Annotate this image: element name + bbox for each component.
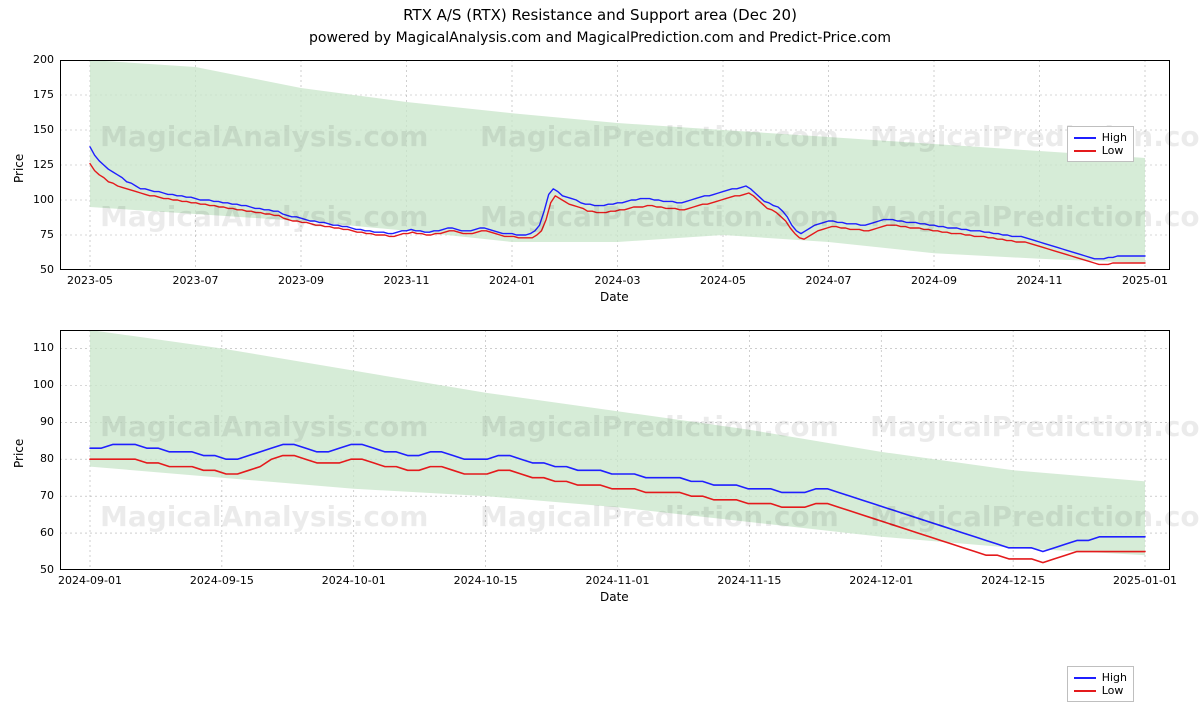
x-tick-label: 2024-10-15 [446,574,526,587]
x-tick-label: 2024-11-15 [709,574,789,587]
legend-entry-high: High [1074,671,1127,684]
y-tick-label: 200 [14,53,54,66]
top-chart-plot-area [60,60,1170,270]
y-tick-label: 50 [14,563,54,576]
y-tick-label: 150 [14,123,54,136]
legend-label: High [1102,131,1127,144]
legend-label: High [1102,671,1127,684]
bottom-chart-plot-area [60,330,1170,570]
y-tick-label: 175 [14,88,54,101]
legend-swatch [1074,690,1096,692]
x-axis-label: Date [600,590,629,604]
x-tick-label: 2024-09-15 [182,574,262,587]
x-tick-label: 2024-11-01 [578,574,658,587]
y-tick-label: 80 [14,452,54,465]
x-tick-label: 2024-10-01 [314,574,394,587]
y-tick-label: 100 [14,193,54,206]
x-tick-label: 2024-09-01 [50,574,130,587]
legend-entry-high: High [1074,131,1127,144]
y-tick-label: 110 [14,341,54,354]
legend-entry-low: Low [1074,684,1127,697]
x-tick-label: 2023-05 [50,274,130,287]
legend-swatch [1074,677,1096,679]
bottom-chart-panel: MagicalAnalysis.com MagicalPrediction.co… [60,330,1170,570]
y-tick-label: 70 [14,489,54,502]
x-tick-label: 2024-01 [472,274,552,287]
x-tick-label: 2025-01-01 [1105,574,1185,587]
legend-entry-low: Low [1074,144,1127,157]
legend: High Low [1067,666,1134,702]
chart-title: RTX A/S (RTX) Resistance and Support are… [0,6,1200,24]
x-tick-label: 2024-11 [1000,274,1080,287]
y-tick-label: 50 [14,263,54,276]
x-tick-label: 2023-11 [367,274,447,287]
x-tick-label: 2024-05 [683,274,763,287]
x-tick-label: 2024-03 [578,274,658,287]
x-tick-label: 2024-07 [789,274,869,287]
x-tick-label: 2023-07 [156,274,236,287]
top-chart-panel: MagicalAnalysis.com MagicalPrediction.co… [60,60,1170,270]
x-tick-label: 2025-01 [1105,274,1185,287]
legend: High Low [1067,126,1134,162]
y-tick-label: 75 [14,228,54,241]
chart-subtitle: powered by MagicalAnalysis.com and Magic… [0,30,1200,46]
y-tick-label: 60 [14,526,54,539]
legend-swatch [1074,137,1096,139]
x-tick-label: 2024-09 [894,274,974,287]
legend-swatch [1074,150,1096,152]
x-axis-label: Date [600,290,629,304]
y-tick-label: 125 [14,158,54,171]
legend-label: Low [1102,144,1124,157]
x-tick-label: 2023-09 [261,274,341,287]
x-tick-label: 2024-12-15 [973,574,1053,587]
y-tick-label: 100 [14,378,54,391]
y-tick-label: 90 [14,415,54,428]
legend-label: Low [1102,684,1124,697]
figure: RTX A/S (RTX) Resistance and Support are… [0,0,1200,600]
x-tick-label: 2024-12-01 [841,574,921,587]
